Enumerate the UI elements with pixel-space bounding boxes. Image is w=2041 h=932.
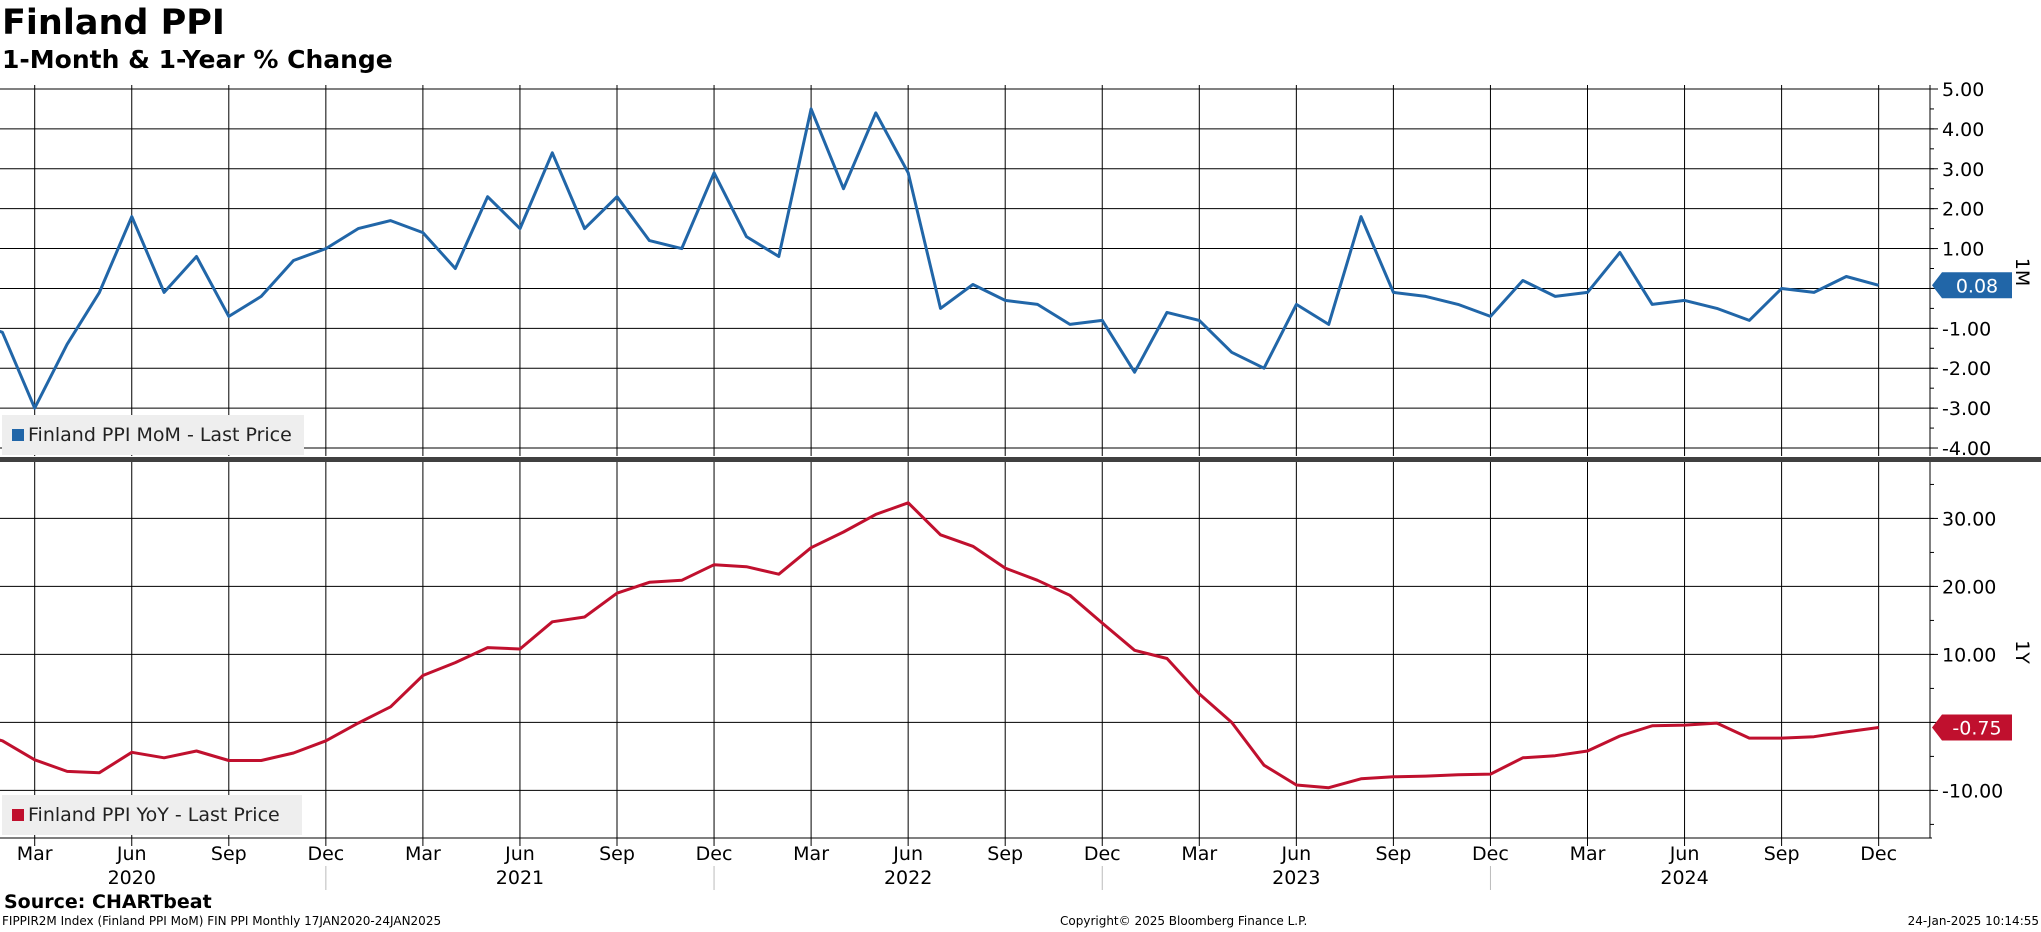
legend-swatch xyxy=(12,809,24,821)
y-tick-label: -3.00 xyxy=(1942,398,1991,420)
y-tick-label: 2.00 xyxy=(1942,199,1984,221)
x-tick-label: Dec xyxy=(1860,843,1897,865)
x-tick-label: Sep xyxy=(1375,843,1411,865)
x-tick-label: Sep xyxy=(1764,843,1800,865)
x-tick-label: Mar xyxy=(17,843,53,865)
yoy-series-line xyxy=(0,501,1879,790)
y-tick-label: 30.00 xyxy=(1942,508,1996,530)
legend-label: Finland PPI MoM - Last Price xyxy=(28,424,292,446)
panel-label: 1Y xyxy=(2011,640,2033,664)
last-value-tag xyxy=(1932,272,2012,299)
footer-ticker-info: FIPPIR2M Index (Finland PPI MoM) FIN PPI… xyxy=(2,914,442,928)
x-tick-label: Mar xyxy=(1181,843,1217,865)
y-tick-label: 1.00 xyxy=(1942,239,1984,261)
legends: Finland PPI MoM - Last Price Finland PPI … xyxy=(2,415,304,835)
x-tick-label: Jun xyxy=(1281,843,1312,865)
legend-box xyxy=(2,795,302,835)
y-tick-label: 4.00 xyxy=(1942,119,1984,141)
y-tick-label: 10.00 xyxy=(1942,644,1996,666)
source-note: Source: CHARTbeat xyxy=(4,891,212,913)
x-year-label: 2022 xyxy=(884,867,932,889)
x-tick-label: Jun xyxy=(116,843,147,865)
footer-timestamp: 24-Jan-2025 10:14:55 xyxy=(1907,914,2039,928)
x-tick-label: Sep xyxy=(987,843,1023,865)
legend-label: Finland PPI YoY - Last Price xyxy=(28,804,280,826)
x-tick-label: Dec xyxy=(1084,843,1121,865)
x-tick-label: Jun xyxy=(1669,843,1700,865)
x-tick-label: Mar xyxy=(793,843,829,865)
x-tick-label: Mar xyxy=(1570,843,1606,865)
panel-separator xyxy=(0,457,2041,462)
mom-series-line xyxy=(0,107,1880,410)
x-tick-label: Sep xyxy=(599,843,635,865)
chart-subtitle: 1-Month & 1-Year % Change xyxy=(2,45,393,74)
y-tick-label: 3.00 xyxy=(1942,159,1984,181)
last-value-label: 0.08 xyxy=(1956,275,1998,297)
y-tick-label: 5.00 xyxy=(1942,79,1984,101)
footer-copyright: Copyright© 2025 Bloomberg Finance L.P. xyxy=(1060,914,1308,928)
x-tick-label: Jun xyxy=(504,843,535,865)
chart-title: Finland PPI xyxy=(2,3,225,43)
x-year-label: 2020 xyxy=(108,867,156,889)
chart-canvas: Mar Jun Sep Dec Mar Jun Sep Dec Mar Jun Sep Dec Mar J… xyxy=(0,79,2041,890)
last-value-tag xyxy=(1932,714,2012,741)
y-tick-label: 20.00 xyxy=(1942,576,1996,598)
panel-separator-bar xyxy=(0,457,2041,462)
series-lines xyxy=(0,107,1880,790)
x-year-label: 2023 xyxy=(1272,867,1320,889)
last-value-label: -0.75 xyxy=(1952,718,2001,740)
y-tick-label: -4.00 xyxy=(1942,438,1991,460)
panel-label: 1M xyxy=(2011,258,2033,286)
y-tick-label: -2.00 xyxy=(1942,358,1991,380)
axis-labels: Mar Jun Sep Dec Mar Jun Sep Dec Mar Jun Sep Dec Mar J… xyxy=(0,79,2033,890)
legend-swatch xyxy=(12,429,24,441)
x-year-label: 2024 xyxy=(1660,867,1708,889)
x-tick-label: Sep xyxy=(211,843,247,865)
last-value-tags: 0.08 -0.75 xyxy=(1932,272,2012,741)
legend-box xyxy=(2,415,304,455)
x-year-label: 2021 xyxy=(496,867,544,889)
x-tick-label: Dec xyxy=(307,843,344,865)
y-tick-label: -1.00 xyxy=(1942,318,1991,340)
x-tick-label: Dec xyxy=(1472,843,1509,865)
x-tick-label: Jun xyxy=(892,843,923,865)
x-tick-label: Mar xyxy=(405,843,441,865)
y-tick-label: -10.00 xyxy=(1942,780,2003,802)
x-tick-label: Dec xyxy=(696,843,733,865)
